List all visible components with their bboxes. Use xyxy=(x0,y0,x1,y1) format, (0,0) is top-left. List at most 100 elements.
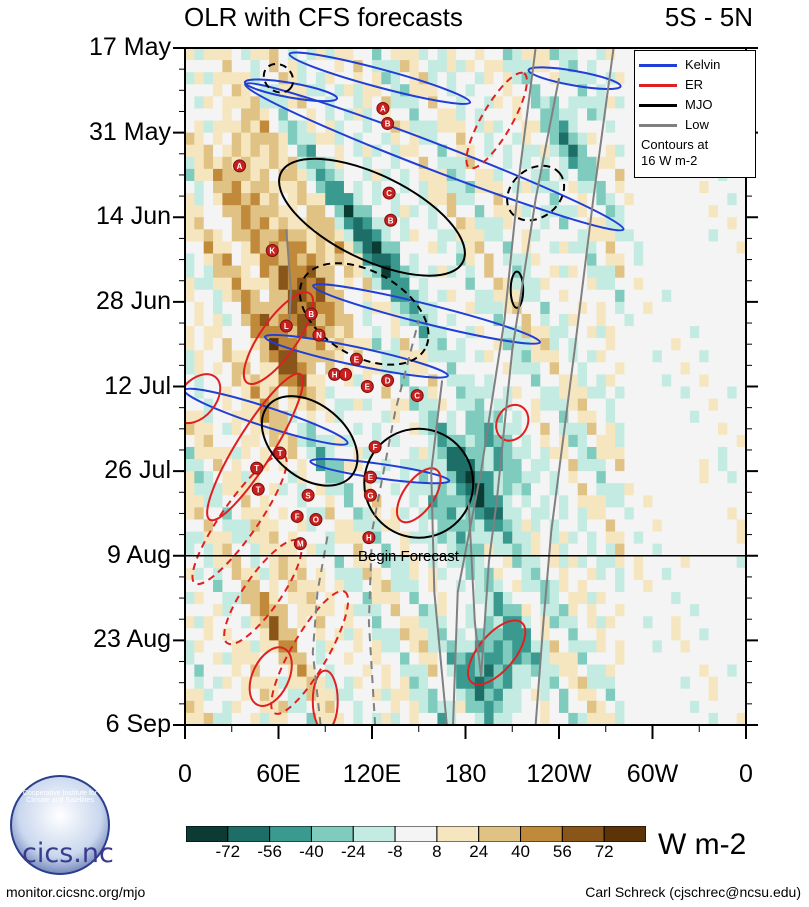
olr-cell xyxy=(512,326,523,339)
olr-cell xyxy=(297,120,308,134)
olr-cell xyxy=(306,96,317,110)
olr-cell xyxy=(372,60,382,73)
olr-cell xyxy=(605,289,616,303)
olr-cell xyxy=(568,507,579,521)
olr-cell xyxy=(278,471,289,484)
olr-cell xyxy=(194,604,205,617)
olr-cell xyxy=(727,712,738,725)
olr-cell xyxy=(559,132,569,146)
olr-cell xyxy=(250,193,261,206)
olr-cell xyxy=(250,507,261,521)
olr-cell xyxy=(203,289,214,303)
olr-cell xyxy=(222,193,233,206)
olr-cell xyxy=(568,48,579,61)
olr-cell xyxy=(343,676,354,690)
olr-cell xyxy=(428,700,439,714)
olr-cell xyxy=(446,205,457,218)
olr-cell xyxy=(484,579,495,593)
olr-cell xyxy=(699,265,710,279)
olr-cell xyxy=(587,313,597,327)
olr-cell xyxy=(615,398,626,412)
olr-cell xyxy=(671,640,682,654)
olr-cell xyxy=(372,144,382,158)
olr-cell xyxy=(559,410,569,424)
olr-cell xyxy=(437,313,448,327)
olr-cell xyxy=(521,289,532,303)
olr-cell xyxy=(287,664,298,678)
olr-cell xyxy=(315,422,326,436)
olr-cell xyxy=(250,446,261,460)
olr-cell xyxy=(699,313,710,327)
olr-cell xyxy=(213,84,223,97)
olr-cell xyxy=(624,374,635,388)
olr-cell xyxy=(400,289,410,303)
olr-cell xyxy=(671,676,682,690)
olr-cell xyxy=(559,326,569,339)
olr-cell xyxy=(437,459,448,472)
olr-cell xyxy=(315,410,326,424)
olr-cell xyxy=(297,567,308,581)
olr-cell xyxy=(315,253,326,267)
storm-marker: O xyxy=(309,512,323,526)
olr-cell xyxy=(652,628,663,641)
olr-cell xyxy=(353,289,364,303)
olr-cell xyxy=(287,483,298,496)
olr-cell xyxy=(652,241,663,255)
olr-cell xyxy=(278,628,289,641)
olr-cell xyxy=(287,144,298,158)
olr-cell xyxy=(259,229,270,243)
olr-cell xyxy=(194,531,205,545)
olr-cell xyxy=(465,301,476,315)
olr-cell xyxy=(418,386,429,400)
olr-cell xyxy=(736,241,746,255)
olr-cell xyxy=(241,676,252,690)
olr-cell xyxy=(633,592,644,605)
olr-cell xyxy=(587,712,597,725)
legend-swatch-er xyxy=(639,84,677,87)
olr-cell xyxy=(409,338,420,351)
olr-cell xyxy=(213,531,223,545)
olr-cell xyxy=(381,434,392,448)
olr-cell xyxy=(372,700,382,714)
wave-contours xyxy=(185,48,625,725)
olr-cell xyxy=(306,664,317,678)
olr-cell xyxy=(577,652,588,666)
olr-cell xyxy=(278,108,289,122)
olr-cell xyxy=(708,664,719,678)
olr-cell xyxy=(699,434,710,448)
olr-cell xyxy=(185,313,195,327)
contour-ellipse xyxy=(363,427,475,539)
olr-cell xyxy=(624,688,635,702)
olr-cell xyxy=(549,60,560,73)
olr-cell xyxy=(596,265,607,279)
olr-cell xyxy=(194,289,205,303)
olr-cell xyxy=(437,628,448,641)
olr-cell xyxy=(315,132,326,146)
olr-cell xyxy=(213,495,223,508)
olr-cell xyxy=(493,72,504,85)
olr-cell xyxy=(437,555,448,569)
olr-cell xyxy=(605,326,616,339)
olr-cell xyxy=(559,700,569,714)
olr-cell xyxy=(428,84,439,97)
olr-cell xyxy=(456,700,467,714)
olr-cell xyxy=(381,84,392,97)
olr-cell xyxy=(568,616,579,629)
olr-cell xyxy=(652,410,663,424)
olr-cell xyxy=(568,700,579,714)
olr-cell xyxy=(521,604,532,617)
olr-cell xyxy=(474,543,485,557)
olr-cell xyxy=(568,640,579,654)
olr-cell xyxy=(530,205,541,218)
olr-cell xyxy=(446,301,457,315)
olr-cell xyxy=(474,217,485,230)
olr-cell xyxy=(185,628,195,641)
olr-cell xyxy=(287,362,298,376)
olr-cell xyxy=(456,350,467,363)
olr-cell xyxy=(465,84,476,97)
olr-cell xyxy=(437,434,448,448)
olr-cell xyxy=(203,84,214,97)
olr-cell xyxy=(493,640,504,654)
olr-cell xyxy=(689,205,700,218)
olr-cell xyxy=(615,688,626,702)
